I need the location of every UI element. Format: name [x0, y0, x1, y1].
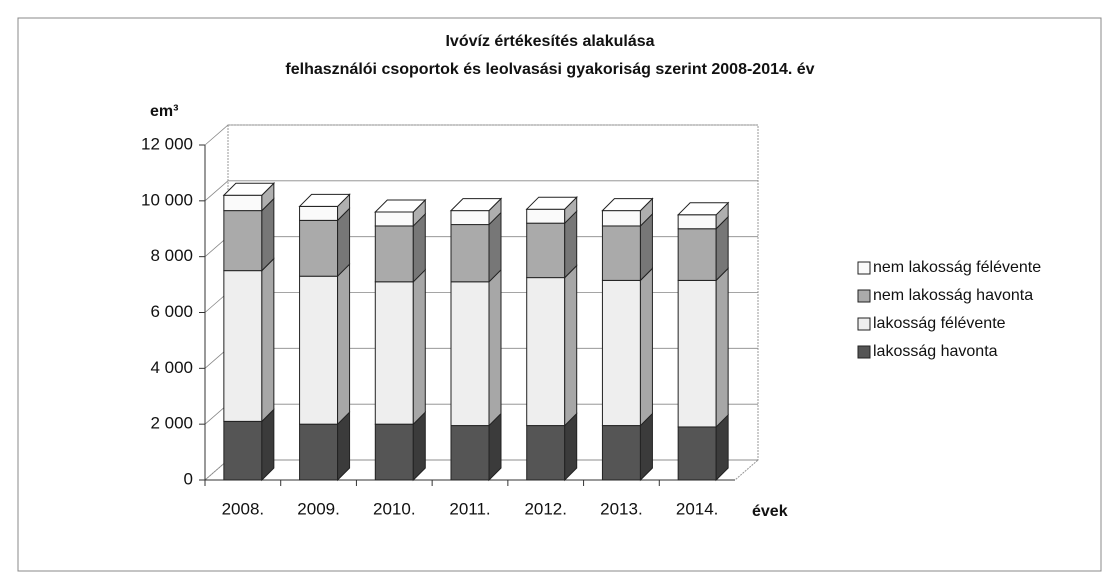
bar-side [564, 264, 578, 427]
y-tick-label: 8 000 [150, 246, 193, 265]
y-axis-label: em³ [150, 103, 178, 120]
bar-top [374, 199, 427, 213]
legend-swatch [857, 345, 871, 359]
y-tick-label: 4 000 [150, 358, 193, 377]
bar-segment [374, 211, 414, 227]
bar-segment [677, 426, 717, 481]
frame [17, 17, 1102, 572]
bar-segment [677, 214, 717, 230]
bar-segment [677, 228, 717, 281]
bar-segment [374, 225, 414, 283]
chart-title: Ivóvíz értékesítés alakulása [445, 33, 654, 50]
bar-segment [450, 224, 490, 283]
y-tick-label: 2 000 [150, 414, 193, 433]
bar-side [488, 268, 502, 427]
bar-segment [299, 275, 339, 425]
chart-subtitle: felhasználói csoportok és leolvasási gya… [285, 61, 814, 78]
grid-line [204, 180, 758, 202]
legend-label: nem lakosság félévente [873, 259, 1041, 276]
grid-line [204, 124, 758, 146]
bar-segment [677, 279, 717, 428]
bar-segment [223, 194, 263, 212]
bar-segment [374, 281, 414, 425]
x-tick-label: 2012. [524, 499, 567, 518]
bar-segment [601, 425, 641, 481]
bar-segment [450, 425, 490, 481]
legend-label: lakosság havonta [873, 343, 998, 360]
bar-side [261, 257, 275, 423]
legend-swatch [857, 261, 871, 275]
bar-segment [299, 219, 339, 277]
legend-swatch [857, 289, 871, 303]
x-tick-label: 2008. [222, 499, 265, 518]
bar-top [298, 193, 351, 207]
bar-top [449, 198, 503, 212]
bar-segment [526, 425, 566, 481]
bar-segment [526, 208, 566, 224]
x-tick-label: 2010. [373, 499, 416, 518]
bar-segment [450, 210, 490, 226]
bar-side [715, 267, 729, 429]
x-tick-label: 2014. [676, 499, 719, 518]
bar-segment [601, 279, 641, 427]
bar-segment [526, 222, 566, 279]
bar-side [337, 263, 351, 426]
legend-label: nem lakosság havonta [873, 287, 1033, 304]
bar-segment [223, 210, 263, 272]
x-tick-label: 2013. [600, 499, 643, 518]
bar-segment [299, 423, 339, 481]
bar-segment [223, 270, 263, 422]
y-tick-label: 12 000 [141, 134, 193, 153]
bar-segment [374, 423, 414, 481]
x-tick-label: 2011. [449, 499, 490, 518]
bar-side [639, 267, 653, 427]
y-tick-label: 10 000 [141, 190, 193, 209]
bar-segment [299, 205, 339, 221]
bar-top [222, 182, 276, 196]
legend-swatch [857, 317, 871, 331]
bar-segment [526, 277, 566, 427]
bar-side [412, 268, 426, 426]
bar-top [601, 198, 654, 212]
bar-segment [601, 210, 641, 227]
bar-top [525, 196, 578, 210]
bar-segment [223, 420, 263, 481]
bar-segment [450, 281, 490, 427]
bar-top [676, 202, 730, 216]
bar-segment [601, 225, 641, 281]
x-tick-label: 2009. [297, 499, 340, 518]
legend-label: lakosság félévente [873, 315, 1006, 332]
y-tick-label: 0 [184, 469, 193, 488]
y-tick-label: 6 000 [150, 302, 193, 321]
x-axis-label: évek [752, 503, 788, 520]
